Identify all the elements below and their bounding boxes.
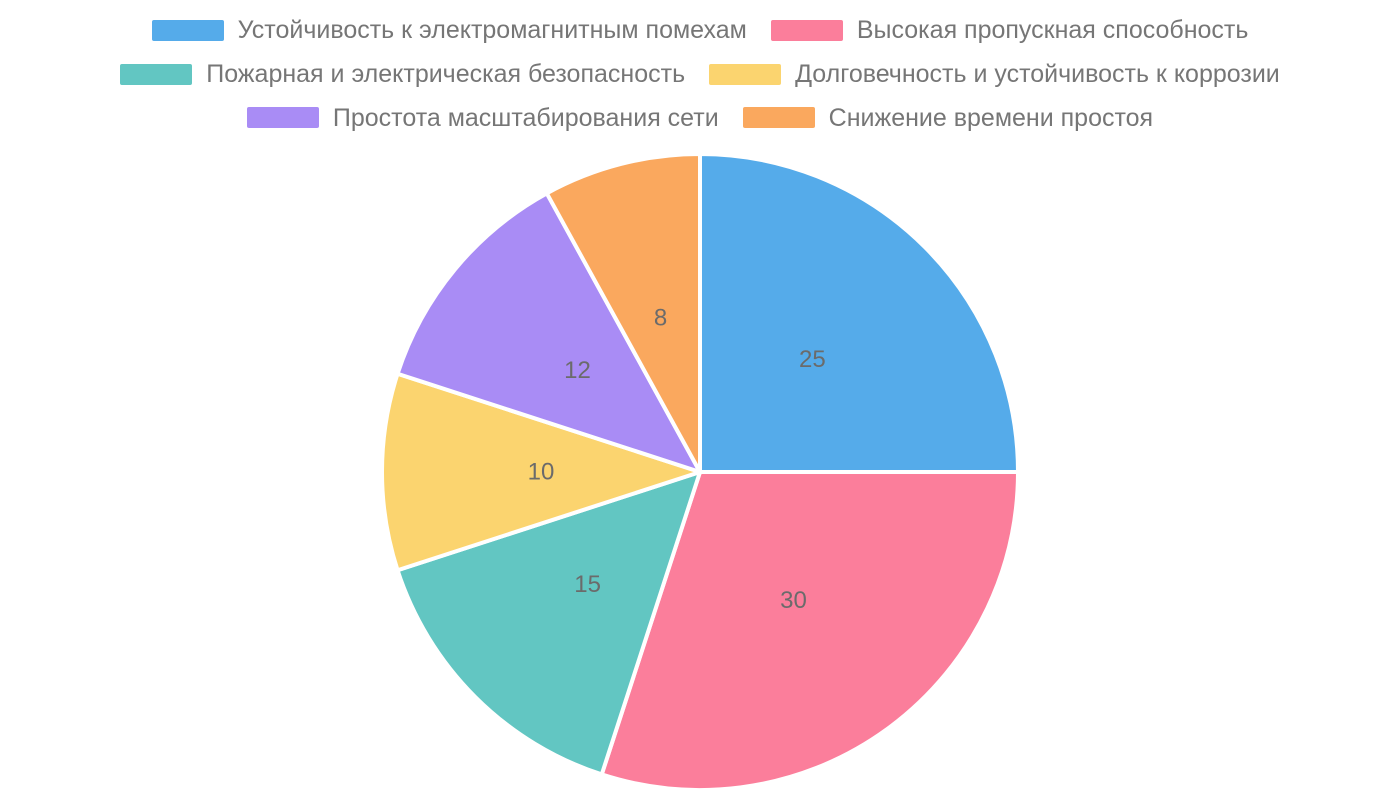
legend-item[interactable]: Долговечность и устойчивость к коррозии xyxy=(709,60,1280,89)
legend-item[interactable]: Снижение времени простоя xyxy=(742,103,1154,133)
legend-row: Простота масштабирования сети Снижение вр… xyxy=(246,103,1154,133)
pie-slice[interactable] xyxy=(544,152,702,474)
legend-label: Устойчивость к электромагнитным помехам xyxy=(237,16,747,44)
pie-slice[interactable] xyxy=(698,152,1020,474)
pie-slice[interactable] xyxy=(379,371,702,573)
legend-swatch xyxy=(742,107,815,129)
legend-swatch xyxy=(709,63,782,85)
legend-swatch xyxy=(246,107,319,129)
pie-slice[interactable] xyxy=(599,470,1020,792)
legend-row: Пожарная и электрическая безопасность Дол… xyxy=(120,60,1280,89)
legend-label: Долговечность и устойчивость к коррозии xyxy=(795,59,1280,88)
chart-legend: Устойчивость к электромагнитным помехам В… xyxy=(0,16,1400,132)
legend-swatch xyxy=(120,63,193,85)
legend-row: Устойчивость к электромагнитным помехам В… xyxy=(151,16,1249,45)
legend-label: Снижение времени простоя xyxy=(828,103,1154,132)
legend-swatch xyxy=(151,19,224,41)
legend-swatch xyxy=(770,19,843,41)
legend-item[interactable]: Простота масштабирования сети xyxy=(246,103,719,133)
legend-label: Высокая пропускная способность xyxy=(856,16,1249,44)
legend-label: Простота масштабирования сети xyxy=(332,103,719,132)
legend-label: Пожарная и электрическая безопасность xyxy=(206,59,686,88)
legend-item[interactable]: Пожарная и электрическая безопасность xyxy=(120,60,685,89)
legend-item[interactable]: Высокая пропускная способность xyxy=(770,16,1249,45)
pie-slice[interactable] xyxy=(395,191,702,474)
legend-item[interactable]: Устойчивость к электромагнитным помехам xyxy=(151,16,747,45)
